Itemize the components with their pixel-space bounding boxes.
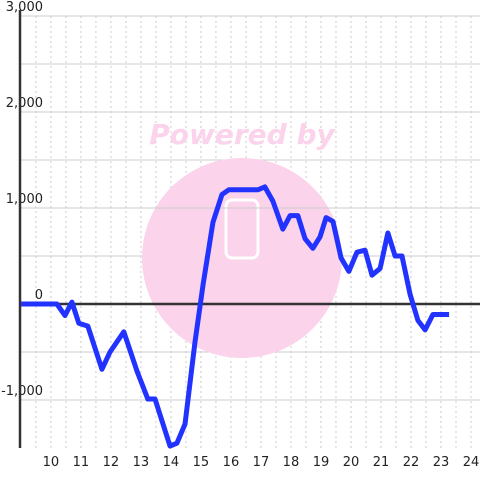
x-tick-label: 12 bbox=[103, 455, 120, 470]
x-tick-label: 16 bbox=[223, 455, 240, 470]
x-tick-label: 21 bbox=[373, 455, 390, 470]
x-tick-label: 10 bbox=[43, 455, 60, 470]
x-tick-label: 23 bbox=[433, 455, 450, 470]
y-tick-label: 1,000 bbox=[6, 192, 43, 207]
x-tick-label: 19 bbox=[313, 455, 330, 470]
x-tick-label: 20 bbox=[343, 455, 360, 470]
x-tick-label: 13 bbox=[133, 455, 150, 470]
watermark-text: Powered by bbox=[149, 118, 336, 151]
y-tick-label: 3,000 bbox=[6, 0, 43, 15]
x-tick-label: 18 bbox=[283, 455, 300, 470]
y-tick-label: 2,000 bbox=[6, 96, 43, 111]
x-tick-label: 14 bbox=[163, 455, 180, 470]
plot: 3,000 2,000 1,000 0 -1,000 10 11 12 13 14 15 16 17 18… bbox=[1, 0, 480, 470]
x-tick-label: 15 bbox=[193, 455, 210, 470]
y-tick-label: -1,000 bbox=[1, 384, 43, 399]
series-line bbox=[20, 184, 450, 449]
y-tick-label: 0 bbox=[35, 288, 43, 303]
x-tick-label: 11 bbox=[73, 455, 90, 470]
x-tick-label: 22 bbox=[403, 455, 420, 470]
x-tick-label: 24 bbox=[463, 455, 480, 470]
x-tick-label: 17 bbox=[253, 455, 270, 470]
